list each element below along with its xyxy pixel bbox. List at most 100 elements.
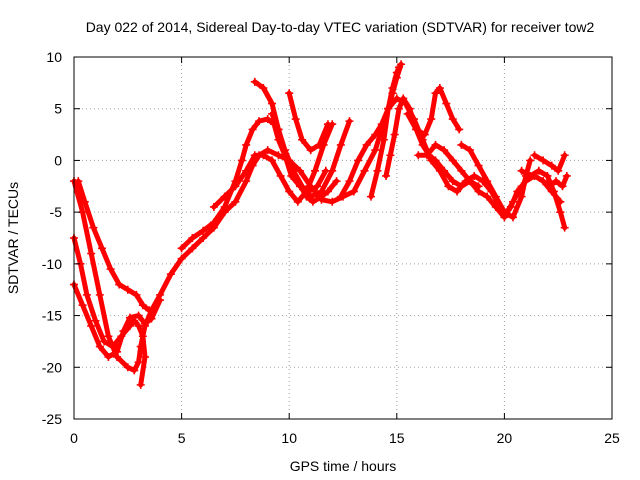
data-point-marker — [188, 244, 197, 253]
data-point-marker — [549, 187, 558, 196]
data-point-marker — [530, 151, 539, 160]
series-sat-m — [382, 94, 483, 191]
y-axis-label: SDTVAR / TECUs — [5, 182, 21, 294]
data-point-marker — [336, 140, 345, 149]
data-point-marker — [298, 135, 307, 144]
data-point-marker — [392, 68, 401, 77]
data-point-marker — [108, 342, 117, 351]
data-point-marker — [306, 146, 315, 155]
data-point-marker — [95, 342, 104, 351]
data-point-marker — [220, 192, 229, 201]
x-tick-label: 0 — [70, 430, 78, 446]
series-sat-q — [517, 166, 569, 232]
data-point-marker — [539, 156, 548, 165]
data-point-marker — [526, 156, 535, 165]
data-point-marker — [448, 115, 457, 124]
data-point-marker — [308, 197, 317, 206]
data-point-marker — [250, 77, 259, 86]
data-point-marker — [188, 234, 197, 242]
data-point-marker — [470, 171, 479, 180]
data-point-marker — [311, 166, 320, 175]
x-axis-label: GPS time / hours — [290, 458, 397, 474]
data-point-marker — [263, 115, 272, 124]
data-point-marker — [104, 352, 113, 361]
data-point-marker — [80, 197, 89, 206]
data-point-marker — [465, 146, 474, 155]
data-point-marker — [448, 156, 457, 165]
data-point-marker — [386, 151, 395, 160]
data-point-marker — [242, 140, 251, 149]
y-tick-label: 10 — [46, 49, 62, 65]
data-point-marker — [422, 151, 431, 160]
data-point-marker — [293, 197, 302, 206]
data-point-marker — [141, 319, 150, 328]
series-sat-o — [414, 140, 526, 222]
x-tick-label: 25 — [604, 430, 620, 446]
grid — [74, 57, 612, 419]
data-point-marker — [414, 151, 423, 160]
x-tick-label: 20 — [497, 430, 513, 446]
data-point-marker — [543, 171, 552, 180]
data-point-marker — [509, 197, 518, 206]
data-point-marker — [371, 146, 380, 155]
series-sat-a — [70, 146, 358, 375]
data-point-marker — [302, 192, 311, 201]
data-point-marker — [379, 135, 388, 144]
y-tick-label: -25 — [42, 411, 62, 427]
data-point-marker — [274, 125, 283, 134]
y-tick-label: -5 — [50, 204, 63, 220]
data-point-marker — [465, 177, 474, 186]
data-point-marker — [259, 84, 268, 93]
y-tick-label: 5 — [54, 101, 62, 117]
data-point-marker — [113, 347, 122, 356]
data-point-marker — [323, 187, 332, 196]
data-point-marker — [394, 63, 403, 72]
data-point-marker — [119, 327, 128, 336]
data-point-marker — [276, 171, 285, 180]
data-point-marker — [500, 208, 509, 217]
data-point-marker — [106, 265, 115, 274]
data-point-marker — [95, 290, 104, 299]
data-point-marker — [431, 156, 440, 165]
data-point-marker — [539, 177, 548, 186]
x-tick-label: 15 — [389, 430, 405, 446]
data-point-marker — [390, 130, 399, 139]
data-point-marker — [237, 156, 246, 165]
data-point-marker — [123, 363, 132, 372]
data-point-marker — [199, 226, 208, 235]
series-trace — [71, 147, 357, 373]
data-point-marker — [138, 332, 147, 341]
data-point-marker — [403, 109, 412, 118]
series-trace — [269, 111, 339, 205]
data-point-marker — [97, 244, 106, 253]
data-point-marker — [412, 125, 421, 134]
data-point-marker — [534, 166, 543, 175]
data-point-marker — [209, 218, 218, 227]
data-point-marker — [399, 94, 408, 103]
data-point-marker — [104, 332, 113, 341]
data-point-marker — [483, 192, 492, 201]
data-point-marker — [362, 140, 371, 149]
data-point-marker — [491, 192, 500, 201]
data-point-marker — [405, 104, 414, 113]
data-point-marker — [517, 192, 526, 201]
y-tick-label: 0 — [54, 152, 62, 168]
series-sat-d — [74, 177, 154, 315]
data-point-marker — [453, 187, 462, 196]
data-point-marker — [100, 337, 109, 346]
data-point-marker — [130, 366, 139, 375]
data-point-marker — [558, 182, 567, 191]
data-point-marker — [394, 104, 403, 113]
data-point-marker — [457, 182, 466, 191]
data-point-marker — [483, 177, 492, 186]
data-point-marker — [145, 306, 154, 315]
series-trace — [71, 282, 163, 360]
data-point-marker — [418, 140, 427, 149]
data-point-marker — [455, 125, 464, 134]
data-point-marker — [554, 166, 563, 175]
data-point-marker — [562, 171, 571, 180]
data-point-marker — [345, 117, 354, 126]
data-point-marker — [280, 146, 289, 155]
data-point-marker — [435, 84, 444, 93]
